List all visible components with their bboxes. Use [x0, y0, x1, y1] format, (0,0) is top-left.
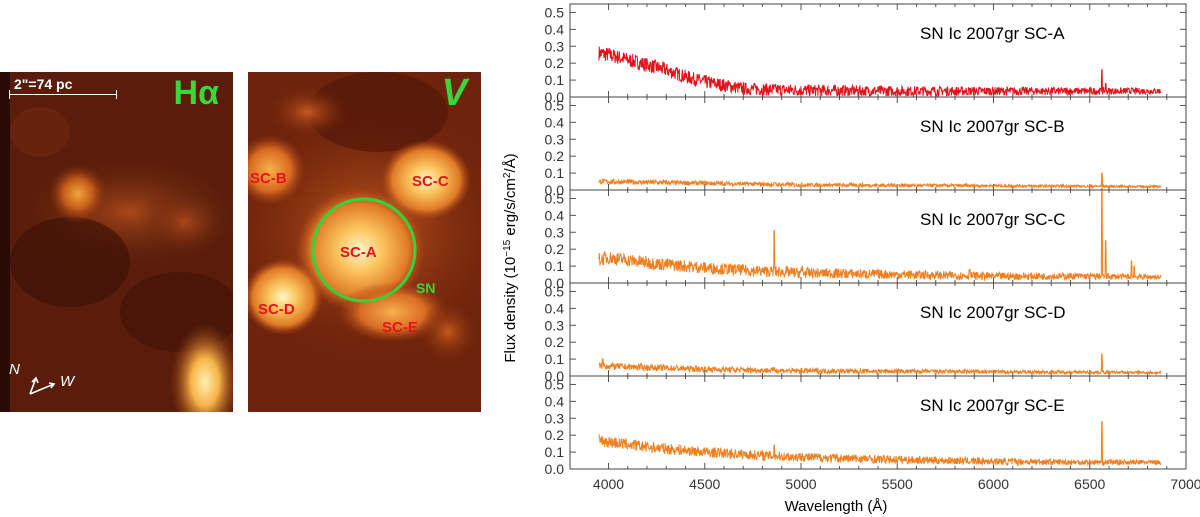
panel-frame — [569, 282, 1187, 377]
compass-arrows-icon — [29, 376, 56, 395]
spectrum-name-label: SN Ic 2007gr SC-E — [920, 396, 1065, 415]
x-tick-label: 6000 — [978, 476, 1009, 492]
y-tick-label: 0.0 — [545, 275, 565, 291]
spectra-panels: 0.00.10.20.30.40.5SN Ic 2007gr SC-A0.00.… — [545, 3, 1187, 477]
spectrum-line — [598, 353, 1162, 376]
spectrum-name-label: SN Ic 2007gr SC-B — [920, 117, 1065, 136]
y-tick-label: 0.0 — [545, 89, 565, 105]
y-tick-label: 0.5 — [545, 283, 565, 299]
h-alpha-image — [0, 72, 233, 412]
y-tick-label: 0.0 — [545, 461, 565, 477]
spectrum-panel: 0.00.10.20.30.40.5 SN Ic 2007gr SC-C — [545, 187, 1187, 291]
compass-north-label: N — [9, 361, 20, 378]
h-alpha-image-panel: 2"=74 pc Hα N W — [0, 72, 233, 412]
spectrum-name-label: SN Ic 2007gr SC-D — [920, 303, 1066, 322]
x-axis-title: Wavelength (Å) — [785, 498, 888, 515]
y-tick-label: 0.0 — [545, 182, 565, 198]
spectrum-line — [598, 421, 1162, 467]
cluster-label-sc-d: SC-D — [258, 301, 295, 318]
scale-label: 2"=74 pc — [14, 76, 73, 92]
x-tick-label: 5500 — [882, 476, 913, 492]
y-tick-label: 0.3 — [545, 38, 565, 54]
spectrum-panel: 0.00.10.20.30.40.5 SN Ic 2007gr SC-D — [545, 282, 1187, 384]
spectrum-name-label: SN Ic 2007gr SC-A — [920, 24, 1065, 43]
x-axis: 4000 4500 5000 5500 6000 6500 7000 — [593, 476, 1200, 492]
y-tick-label: 0.5 — [545, 4, 565, 20]
y-tick-label: 0.5 — [545, 376, 565, 392]
x-tick-label: 4500 — [689, 476, 720, 492]
spectrum-line — [598, 172, 1162, 190]
panel-frame — [569, 375, 1187, 470]
x-tick-label: 6500 — [1074, 476, 1105, 492]
y-tick-label: 0.5 — [545, 97, 565, 113]
scale-bar — [9, 90, 117, 99]
y-tick-label: 0.2 — [545, 241, 565, 257]
x-tick-label: 4000 — [593, 476, 624, 492]
y-tick-label: 0.2 — [545, 148, 565, 164]
y-tick-label: 0.4 — [545, 114, 565, 130]
y-tick-label: 0.1 — [545, 351, 565, 367]
y-tick-label: 0.1 — [545, 165, 565, 181]
y-tick-label: 0.5 — [545, 190, 565, 206]
spectra-chart: 0.00.10.20.30.40.5SN Ic 2007gr SC-A0.00.… — [502, 3, 1200, 515]
compass-west-label: W — [60, 373, 75, 390]
y-tick-label: 0.3 — [545, 410, 565, 426]
y-tick-label: 0.1 — [545, 258, 565, 274]
y-tick-label: 0.2 — [545, 55, 565, 71]
v-band-image — [248, 72, 481, 412]
y-tick-label: 0.1 — [545, 72, 565, 88]
y-tick-label: 0.4 — [545, 21, 565, 37]
cluster-label-sc-b: SC-B — [250, 170, 287, 187]
y-tick-label: 0.4 — [545, 207, 565, 223]
v-band-label: V — [441, 72, 467, 114]
cluster-label-sc-a: SC-A — [340, 244, 377, 261]
spectrum-line — [598, 187, 1162, 282]
y-axis-title: Flux density (10−15 erg/s/cm2/Å) — [502, 153, 519, 362]
x-tick-label: 5000 — [785, 476, 816, 492]
y-tick-label: 0.2 — [545, 427, 565, 443]
spectrum-panel: 0.00.10.20.30.40.5 SN Ic 2007gr SC-E — [545, 375, 1187, 477]
spectrum-panel: 0.00.10.20.30.40.5 SN Ic 2007gr SC-A — [545, 3, 1187, 105]
y-tick-label: 0.1 — [545, 444, 565, 460]
y-tick-label: 0.0 — [545, 368, 565, 384]
panel-frame — [569, 3, 1187, 98]
spectrum-panel: 0.00.10.20.30.40.5 SN Ic 2007gr SC-B — [545, 96, 1187, 198]
y-tick-label: 0.4 — [545, 300, 565, 316]
y-tick-label: 0.3 — [545, 224, 565, 240]
y-tick-label: 0.2 — [545, 334, 565, 350]
sn-region-circle — [311, 197, 417, 303]
y-tick-label: 0.3 — [545, 131, 565, 147]
cluster-label-sc-c: SC-C — [412, 173, 449, 190]
y-tick-label: 0.4 — [545, 393, 565, 409]
spectrum-line — [598, 46, 1162, 98]
sn-position-label: SN — [416, 280, 436, 296]
spectrum-name-label: SN Ic 2007gr SC-C — [920, 210, 1066, 229]
panel-frame — [569, 96, 1187, 191]
v-band-image-panel: V SC-A SC-B SC-C SC-D SC-E SN — [248, 72, 481, 412]
h-alpha-band-label: Hα — [173, 74, 219, 112]
y-tick-label: 0.3 — [545, 317, 565, 333]
cluster-label-sc-e: SC-E — [382, 319, 418, 336]
x-tick-label: 7000 — [1170, 476, 1200, 492]
